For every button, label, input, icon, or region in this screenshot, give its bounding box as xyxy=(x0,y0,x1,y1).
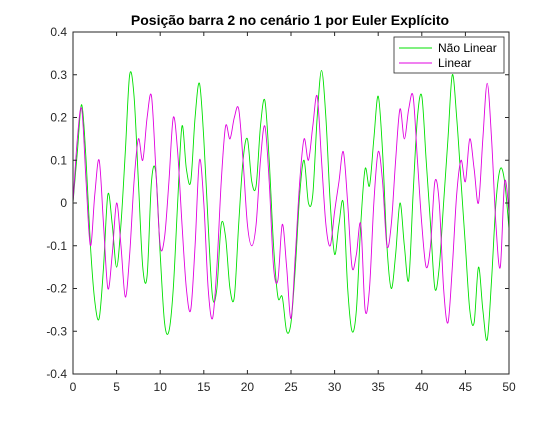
y-tick-label: 0 xyxy=(60,196,67,210)
series-line-1 xyxy=(72,82,510,324)
y-tick-label: 0.3 xyxy=(50,68,67,82)
x-tick-label: 10 xyxy=(154,380,168,394)
y-tick-label: -0.4 xyxy=(46,367,67,381)
y-tick-label: 0.1 xyxy=(50,153,67,167)
x-tick-label: 40 xyxy=(415,380,429,394)
x-tick-label: 50 xyxy=(502,380,516,394)
x-tick-label: 25 xyxy=(284,380,298,394)
x-tick-label: 30 xyxy=(328,380,342,394)
series-layer xyxy=(72,70,510,341)
x-tick-label: 5 xyxy=(113,380,120,394)
y-tick-label: -0.2 xyxy=(46,282,67,296)
x-tick-label: 45 xyxy=(459,380,473,394)
y-tick-label: 0.2 xyxy=(50,111,67,125)
y-tick-label: -0.1 xyxy=(46,239,67,253)
x-tick-label: 15 xyxy=(197,380,211,394)
x-tick-label: 0 xyxy=(70,380,77,394)
legend-box xyxy=(393,36,505,74)
y-tick-label: -0.3 xyxy=(46,324,67,338)
legend-label-0: Não Linear xyxy=(438,41,497,55)
series-line-0 xyxy=(72,70,510,341)
x-tick-label: 20 xyxy=(241,380,255,394)
legend-label-1: Linear xyxy=(438,56,471,70)
x-tick-label: 35 xyxy=(372,380,386,394)
y-tick-label: 0.4 xyxy=(50,25,67,39)
ticks-layer: 0 5 10 15 20 25 30 35 40 45 50 -0.4 -0.3 -0.2 -0.1 0 0.1… xyxy=(46,25,516,394)
chart-title: Posição barra 2 no cenário 1 por Euler E… xyxy=(131,12,449,28)
